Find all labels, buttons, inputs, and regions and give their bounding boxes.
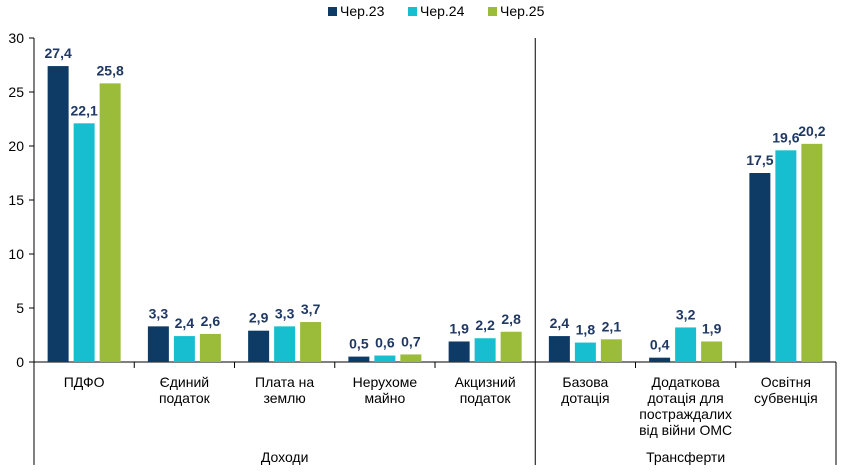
data-label: 0,4 [650, 337, 670, 353]
data-label: 3,2 [676, 306, 696, 322]
data-label: 0,7 [401, 333, 421, 349]
bar [99, 83, 121, 363]
legend-label: Чер.25 [500, 3, 545, 19]
category-label-line: дотація для [648, 390, 724, 406]
category-label-line: податок [460, 390, 512, 406]
category-label-line: Плата на [255, 374, 314, 390]
legend-label: Чер.24 [420, 3, 465, 19]
y-tick-label: 10 [8, 246, 24, 262]
category-label: Єдиний податок [159, 374, 211, 406]
category-label-line: Акцизний [455, 374, 516, 390]
data-label: 19,6 [772, 129, 799, 145]
data-label: 2,9 [249, 310, 269, 326]
bar [274, 326, 296, 362]
y-tick-label: 20 [8, 138, 24, 154]
data-label: 27,4 [45, 45, 72, 61]
data-label: 2,4 [175, 315, 195, 331]
bar [47, 66, 69, 362]
category-label-line: дотація [561, 390, 609, 406]
bar [701, 341, 723, 362]
bar [147, 326, 169, 362]
bar [775, 150, 797, 362]
data-label: 3,7 [301, 301, 321, 317]
category-label-line: землю [263, 390, 305, 406]
category-label: Акцизний податок [455, 374, 516, 406]
data-label: 22,1 [71, 102, 98, 118]
data-label: 20,2 [798, 123, 825, 139]
bar [600, 339, 622, 362]
bar [248, 330, 270, 362]
group-label: Трансферти [646, 449, 725, 465]
bar [173, 336, 195, 362]
data-label: 0,6 [375, 335, 395, 351]
data-labels: 27,4 22,1 25,8 3,3 2,4 2,6 2,9 3,3 3,7 0,5 0,6 0,7 1… [45, 45, 826, 353]
category-label-line: Базова [562, 374, 608, 390]
category-label-line: майно [365, 390, 406, 406]
category-label-line: податок [159, 390, 211, 406]
bar [474, 338, 496, 362]
y-tick-label: 15 [8, 192, 24, 208]
data-label: 1,9 [449, 320, 469, 336]
data-label: 3,3 [275, 305, 295, 321]
y-tick-label: 25 [8, 84, 24, 100]
y-tick-label: 5 [16, 300, 24, 316]
data-label: 2,4 [550, 315, 570, 331]
bar [749, 173, 771, 362]
bar [400, 354, 422, 362]
group-labels: Доходи Трансферти [261, 449, 725, 465]
bars [47, 66, 823, 363]
category-label: ПДФО [64, 374, 105, 390]
legend: Чер.23 Чер.24 Чер.25 [328, 3, 545, 19]
category-label-line: Додаткова [651, 374, 720, 390]
data-label: 2,6 [201, 313, 221, 329]
bar [199, 333, 221, 362]
category-label-line: Освітня [761, 374, 811, 390]
bar [73, 123, 95, 362]
data-label: 2,2 [475, 317, 495, 333]
legend-swatch [488, 7, 497, 16]
category-label: Базова дотація [561, 374, 609, 406]
legend-label: Чер.23 [340, 3, 385, 19]
data-label: 1,9 [702, 320, 722, 336]
legend-swatch [408, 7, 417, 16]
category-label: Додаткова дотація для постраждалих від війн… [639, 374, 732, 438]
data-label: 2,1 [602, 318, 622, 334]
data-label: 17,5 [746, 152, 773, 168]
category-label: Плата на землю [255, 374, 314, 406]
bar [801, 143, 823, 362]
data-label: 0,5 [349, 336, 369, 352]
bar [675, 327, 697, 362]
category-label-line: від війни ОМС [639, 422, 732, 438]
category-label-line: Єдиний [160, 374, 209, 390]
axes: 0 5 10 15 20 25 30 [8, 30, 837, 465]
bar [548, 336, 570, 362]
bar [348, 356, 370, 362]
category-label-line: Нерухоме [353, 374, 418, 390]
category-label: Нерухоме майно [353, 374, 418, 406]
bar [574, 342, 596, 362]
bar [649, 357, 671, 362]
group-label: Доходи [261, 449, 309, 465]
bar [300, 322, 322, 362]
data-label: 1,8 [576, 322, 596, 338]
data-label: 25,8 [97, 62, 124, 78]
bar [448, 341, 470, 362]
data-label: 2,8 [501, 311, 521, 327]
category-label: Освітня субвенція [754, 374, 818, 406]
category-label-line: ПДФО [64, 374, 105, 390]
bar [500, 331, 522, 362]
legend-swatch [328, 7, 337, 16]
data-label: 3,3 [149, 305, 169, 321]
y-tick-label: 0 [16, 354, 24, 370]
bar [374, 355, 396, 362]
category-label-line: субвенція [754, 390, 818, 406]
category-label-line: постраждалих [639, 406, 732, 422]
y-tick-label: 30 [8, 30, 24, 46]
